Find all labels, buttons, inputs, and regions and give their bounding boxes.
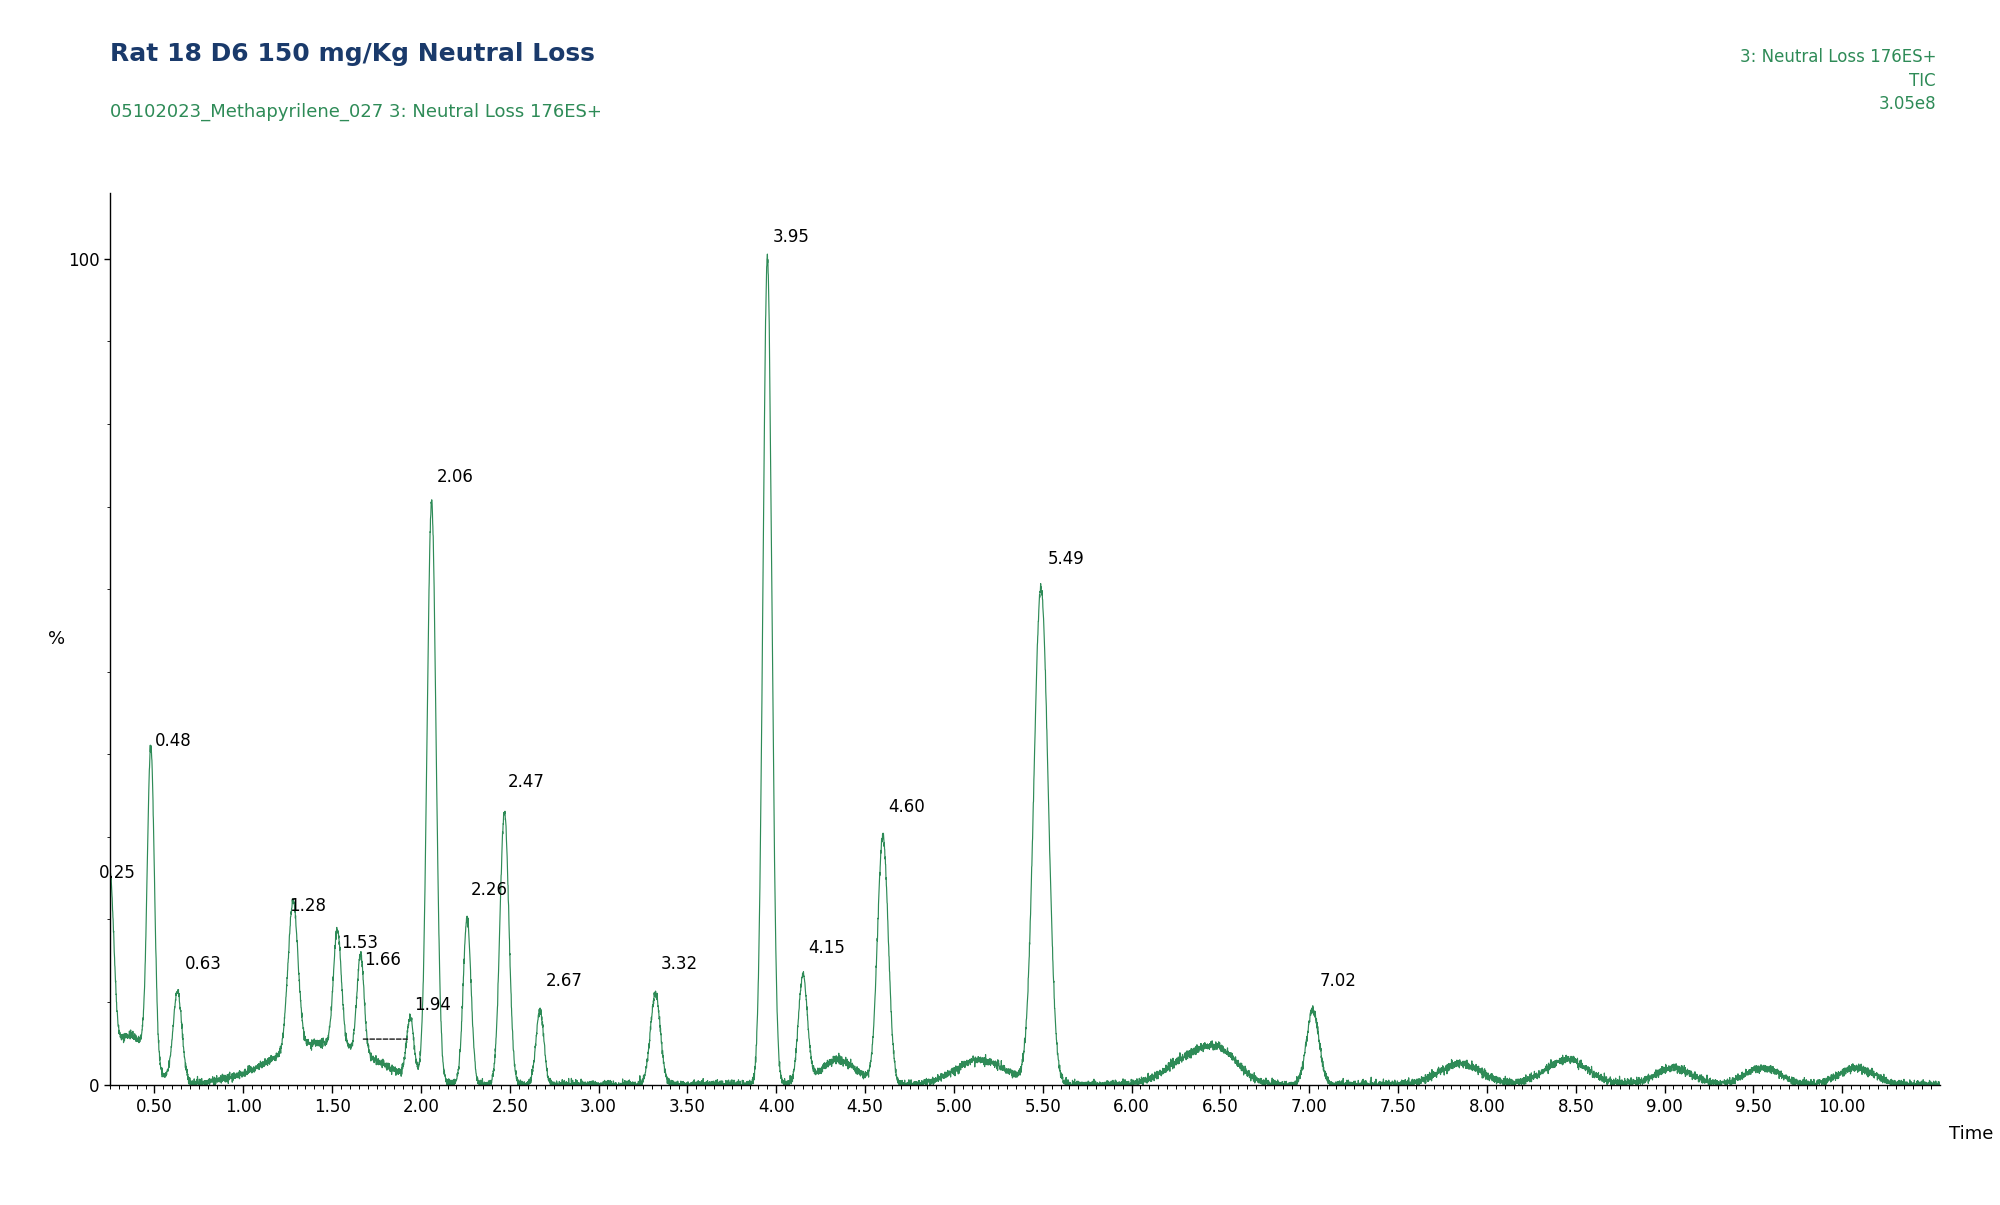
Text: Time: Time: [1950, 1124, 1994, 1142]
Text: 0.63: 0.63: [184, 956, 222, 974]
Text: 1.66: 1.66: [364, 951, 400, 969]
Text: 1.94: 1.94: [414, 997, 450, 1015]
Text: Rat 18 D6 150 mg/Kg Neutral Loss: Rat 18 D6 150 mg/Kg Neutral Loss: [110, 42, 594, 66]
Text: 4.60: 4.60: [888, 798, 924, 816]
Text: 1.53: 1.53: [340, 934, 378, 952]
Text: 2.47: 2.47: [508, 774, 544, 792]
Text: 3.95: 3.95: [772, 229, 810, 247]
Text: 2.67: 2.67: [546, 971, 582, 989]
Text: 05102023_Methapyrilene_027 3: Neutral Loss 176ES+: 05102023_Methapyrilene_027 3: Neutral Lo…: [110, 102, 602, 121]
Text: 2.06: 2.06: [436, 468, 474, 486]
Text: 0.48: 0.48: [154, 733, 192, 750]
Text: 0.25: 0.25: [100, 864, 136, 882]
Text: 2.26: 2.26: [470, 881, 508, 899]
Text: 1.28: 1.28: [290, 898, 326, 916]
Text: 3.32: 3.32: [660, 956, 698, 974]
Text: 4.15: 4.15: [808, 939, 846, 957]
Text: 5.49: 5.49: [1048, 551, 1084, 569]
Text: 3: Neutral Loss 176ES+
TIC
3.05e8: 3: Neutral Loss 176ES+ TIC 3.05e8: [1740, 48, 1936, 113]
Y-axis label: %: %: [48, 630, 66, 647]
Text: 7.02: 7.02: [1320, 971, 1356, 989]
